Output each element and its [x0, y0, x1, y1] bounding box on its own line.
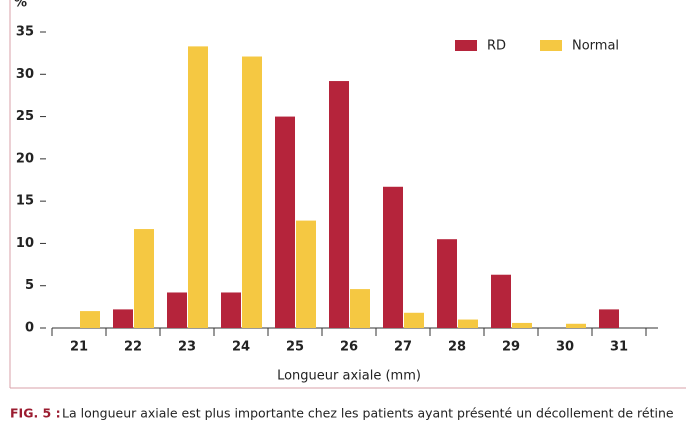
y-tick-label: 25	[16, 109, 34, 124]
bar	[167, 292, 187, 328]
bar	[491, 274, 511, 328]
x-tick-label: 25	[286, 340, 304, 355]
bar	[512, 322, 532, 328]
y-tick-label: 10	[16, 236, 34, 251]
bar	[599, 309, 619, 328]
x-tick-label: 28	[448, 340, 466, 355]
bar	[329, 81, 349, 329]
bar	[80, 311, 100, 328]
y-axis-label: %	[14, 0, 27, 11]
x-tick-label: 30	[556, 340, 574, 355]
bar	[242, 56, 262, 328]
bar	[404, 312, 424, 328]
x-tick-label: 27	[394, 340, 412, 355]
x-tick-label: 22	[124, 340, 142, 355]
y-tick-label: 30	[16, 67, 34, 82]
bar	[566, 323, 586, 328]
legend-label: RD	[487, 39, 506, 54]
legend-label: Normal	[572, 39, 619, 54]
bar	[458, 319, 478, 328]
x-axis-label: Longueur axiale (mm)	[277, 369, 421, 384]
x-tick-label: 29	[502, 340, 520, 355]
bar	[437, 239, 457, 328]
x-tick-label: 24	[232, 340, 250, 355]
caption-label: FIG. 5 :	[10, 406, 61, 421]
y-tick-label: 5	[25, 278, 34, 293]
y-tick-label: 0	[25, 321, 34, 336]
bar	[113, 309, 133, 328]
bar	[350, 289, 370, 328]
legend-swatch	[455, 40, 477, 51]
y-tick-label: 15	[16, 194, 34, 209]
bar	[134, 229, 154, 328]
bar	[383, 186, 403, 328]
y-tick-label: 35	[16, 25, 34, 40]
caption-text: La longueur axiale est plus importante c…	[62, 406, 674, 421]
bar	[296, 220, 316, 328]
x-tick-label: 23	[178, 340, 196, 355]
legend-swatch	[540, 40, 562, 51]
x-tick-label: 26	[340, 340, 358, 355]
y-tick-label: 20	[16, 151, 34, 166]
x-tick-label: 31	[610, 340, 628, 355]
bar	[188, 46, 208, 329]
x-tick-label: 21	[70, 340, 88, 355]
bar	[275, 116, 295, 328]
bar	[221, 292, 241, 328]
